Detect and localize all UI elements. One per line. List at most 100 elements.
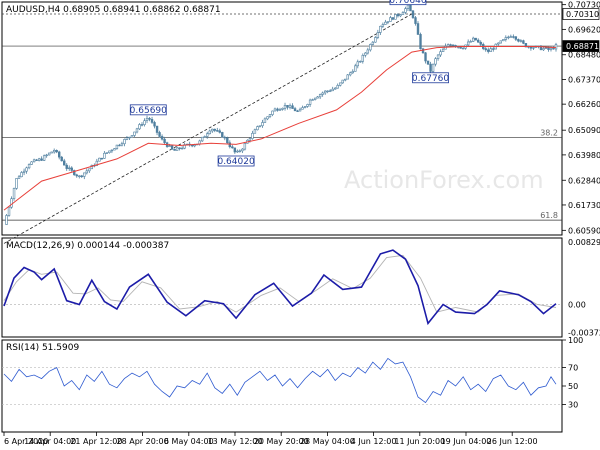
x-tick-label: 13 May 12:00 [208, 437, 263, 446]
candle-body [519, 40, 523, 42]
moving-average-line [3, 46, 557, 211]
candle-body [35, 159, 38, 161]
candle-body [326, 90, 329, 93]
candle-body [313, 97, 317, 100]
candle-body [103, 152, 106, 159]
candle-body [532, 47, 535, 49]
price-tick-label: 0.60590 [568, 226, 600, 235]
candle-body [201, 136, 204, 142]
candle-body [216, 130, 219, 132]
candle-body [554, 44, 558, 50]
candle-body [487, 49, 490, 52]
candle-body [552, 47, 555, 50]
candle-body [193, 144, 196, 147]
candle-body [323, 90, 327, 94]
watermark: ActionForex.com [344, 166, 544, 194]
candle-body [439, 51, 442, 56]
candle-body [471, 37, 475, 42]
x-tick-label: 20 May 20:00 [254, 437, 309, 446]
candle-body [105, 152, 109, 154]
candle-body [78, 175, 81, 177]
candle-body [190, 144, 194, 147]
candle-body [241, 148, 244, 152]
candle-body [369, 44, 372, 51]
fib-label-38.2: 38.2 [540, 128, 558, 137]
candle-body [15, 178, 18, 189]
macd-tick-label: 0.008296 [568, 238, 600, 247]
price-tick-label: 0.70730 [568, 1, 600, 10]
candle-body [155, 125, 159, 133]
candle-body [446, 44, 450, 47]
x-tick-label: 21 Apr 12:00 [70, 437, 122, 446]
candle-body [226, 137, 229, 144]
candle-body [278, 109, 282, 111]
candle-body [303, 106, 307, 108]
candle-body [354, 65, 357, 72]
candle-body [547, 47, 550, 50]
axes-layer: 0.70730 0.69620 0.68480 0.67370 0.66260 0.650… [3, 1, 600, 446]
candle-body [404, 8, 407, 13]
candle-body [436, 54, 440, 59]
candle-body [341, 79, 344, 84]
candle-body [296, 110, 299, 112]
candle-body [236, 150, 239, 153]
candle-body [366, 49, 370, 54]
candle-body [308, 99, 312, 105]
macd-layer [2, 249, 562, 326]
price-badge-label-0: 0.70310 [566, 10, 599, 19]
annotation-label-1: 0.64020 [217, 157, 254, 167]
candle-body [251, 132, 254, 139]
candle-body [211, 128, 214, 132]
candle-body [544, 47, 548, 49]
candle-body [399, 14, 402, 17]
candle-body [158, 132, 161, 137]
candle-body [183, 144, 186, 149]
annotation-box-0 [129, 104, 167, 116]
annotation-box-1 [217, 155, 255, 167]
annotation-box-3 [412, 72, 449, 84]
candle-body [238, 150, 242, 152]
rsi-tick-label: 30 [568, 400, 578, 409]
price-tick-label: 0.69620 [568, 25, 600, 34]
candle-body [396, 14, 400, 17]
candle-body [130, 135, 134, 138]
candle-body [213, 128, 216, 131]
candle-body [426, 60, 430, 65]
x-tick-label: 6 May 04:00 [164, 437, 214, 446]
candle-body [291, 105, 294, 109]
candle-body [509, 36, 513, 38]
candle-body [293, 108, 297, 112]
x-tick-label: 28 May 04:00 [300, 437, 355, 446]
candle-body [371, 41, 375, 45]
x-tick-label: 6 Apr 2020 [4, 437, 48, 446]
candle-body [7, 206, 11, 216]
candle-body [431, 63, 435, 72]
candle-body [351, 71, 354, 74]
candle-body [346, 74, 349, 80]
candle-body [449, 44, 452, 46]
candle-body [409, 4, 412, 12]
candle-body [50, 151, 53, 154]
candle-body [221, 132, 224, 138]
candle-body [542, 48, 545, 51]
price-tick-label: 0.61730 [568, 201, 600, 210]
candle-body [321, 92, 324, 95]
candle-body [110, 149, 114, 152]
candle-body [311, 99, 314, 101]
macd-panel-frame [1, 237, 563, 338]
candle-body [108, 150, 111, 153]
candle-body [406, 4, 410, 9]
candle-body [20, 172, 23, 178]
candle-body [394, 14, 397, 20]
candle-body [145, 117, 149, 122]
candle-body [379, 25, 382, 33]
candle-body [60, 156, 63, 162]
macd-panel-title: MACD(12,26,9) 0.000144 -0.000387 [6, 241, 169, 251]
candle-body [441, 48, 445, 52]
candle-body [153, 122, 156, 127]
candle-body [63, 160, 66, 166]
candle-body [22, 170, 26, 173]
candle-body [180, 147, 184, 150]
candle-body [248, 138, 252, 141]
candle-body [416, 23, 420, 35]
